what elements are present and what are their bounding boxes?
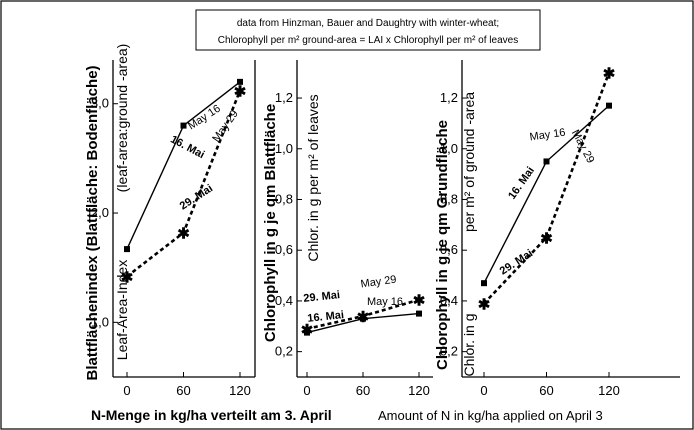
y-tick-label: 0,8	[275, 191, 293, 206]
series-point-may-29: ✱	[478, 296, 491, 313]
series-point-may-16	[124, 246, 130, 253]
series-label-en: May 29	[360, 274, 397, 291]
x-tick-label: 0	[123, 383, 130, 398]
series-label-en: May 16	[529, 127, 566, 144]
y-tick-label: 0,8	[440, 191, 458, 206]
series-point-may-16	[180, 122, 187, 129]
series-point-may-29: ✱	[603, 66, 616, 83]
series-point-may-29: ✱	[121, 269, 134, 286]
source-note: data from Hinzman, Bauer and Daughtry wi…	[195, 9, 541, 51]
series-point-may-16	[481, 280, 487, 287]
x-title-de: N-Menge in kg/ha verteilt am 3. April	[91, 407, 332, 423]
x-tick-label: 0	[480, 383, 487, 398]
series-line-may-29	[306, 298, 420, 331]
series-point-may-29: ✱	[540, 231, 553, 248]
series-point-may-29: ✱	[301, 322, 314, 339]
y-tick-label: 1,0	[275, 141, 293, 156]
series-line-may-29	[483, 72, 611, 305]
series-label-en: May 29	[569, 128, 597, 165]
x-tick-label: 0	[303, 383, 310, 398]
series-label-en: May 16	[367, 296, 403, 308]
series-point-may-16	[360, 315, 366, 322]
y-tick-label: 1,0	[440, 141, 458, 156]
note-line-2: Chlorophyll per m² ground-area = LAI x C…	[218, 35, 518, 46]
ylabel-en-top: per m² of ground -area	[461, 92, 477, 232]
series-point-may-29: ✱	[357, 309, 370, 326]
panel-leaf-area-index: Blattflächenindex (Blattfläche: Bodenflä…	[84, 44, 256, 398]
ylabel-en-bottom: Chlor. in g	[461, 313, 477, 376]
y-tick-label: 1,0	[91, 314, 109, 329]
y-tick-label: 0,6	[275, 242, 293, 257]
series-line-may-29	[126, 90, 242, 278]
y-tick-label: 0,4	[275, 293, 293, 308]
x-tick-label: 120	[229, 383, 251, 398]
x-tick-label: 60	[356, 383, 370, 398]
series-line-may-16	[126, 81, 241, 250]
y-tick-label: 3,0	[91, 96, 109, 111]
note-line-1: data from Hinzman, Bauer and Daughtry wi…	[237, 18, 499, 29]
series-label-de: 16. Mai	[506, 165, 537, 202]
series-point-may-16	[543, 158, 550, 165]
series-point-may-29: ✱	[413, 293, 426, 310]
note-box	[195, 9, 541, 51]
y-tick-label: 0,4	[440, 293, 458, 308]
ylabel-en: Chlor. in g per m² of leaves	[305, 94, 321, 261]
y-tick-label: 0,2	[275, 344, 293, 359]
ylabel-en-top: (leaf-area:ground -area)	[114, 44, 130, 193]
series-label-de: 29. Mai	[498, 247, 535, 277]
series-label-de: 16. Mai	[307, 309, 345, 325]
ylabel-de: Chlorophyll in g je qm Blattfläche	[262, 104, 279, 342]
y-tick-label: 2,0	[91, 205, 109, 220]
y-tick-label: 1,2	[440, 90, 458, 105]
y-tick-label: 0,2	[440, 344, 458, 359]
series-label-de: 29. Mai	[178, 182, 215, 212]
ylabel-de: Blattflächenindex (Blattfläche: Bodenflä…	[84, 65, 101, 380]
ylabel-en-bottom: Leaf-Area-Index	[114, 260, 130, 360]
ylabel-de: Chlorophyll in g je qm Grundfläche	[434, 120, 451, 370]
panel-chlorophyll-ground: Chlorophyll in g je qm Grundfläche per m…	[434, 60, 680, 398]
series-point-may-29: ✱	[177, 226, 190, 243]
x-tick-label: 60	[539, 383, 553, 398]
x-title-en: Amount of N in kg/ha applied on April 3	[378, 408, 603, 423]
series-point-may-16	[237, 78, 243, 85]
series-point-may-16	[606, 102, 612, 109]
y-tick-label: 0,6	[440, 242, 458, 257]
y-tick-label: 1,2	[275, 90, 293, 105]
panel-chlorophyll-leaves: Chlorophyll in g je qm Blattfläche Chlor…	[262, 60, 433, 398]
x-tick-label: 120	[598, 383, 620, 398]
series-point-may-29: ✱	[234, 84, 247, 101]
series-label-de: 29. Mai	[303, 289, 341, 305]
x-tick-label: 120	[408, 383, 430, 398]
series-point-may-16	[416, 310, 422, 317]
x-tick-label: 60	[176, 383, 190, 398]
series-point-may-16	[304, 329, 310, 336]
